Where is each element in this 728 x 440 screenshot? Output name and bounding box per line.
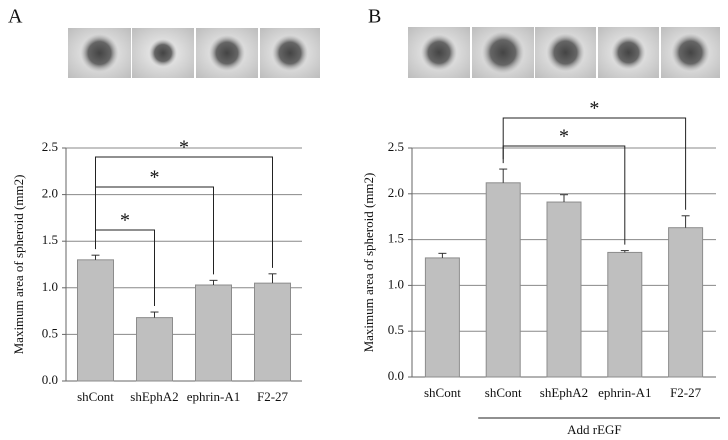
x-tick-label: F2-27 xyxy=(670,385,702,400)
spheroid xyxy=(482,31,524,74)
y-tick-label: 1.5 xyxy=(388,231,404,246)
spheroid xyxy=(611,35,646,70)
y-tick-label: 1.0 xyxy=(388,276,404,291)
x-tick-label: shCont xyxy=(77,389,114,404)
significance-star: * xyxy=(179,137,189,159)
spheroid xyxy=(149,39,177,67)
spheroid xyxy=(671,33,710,72)
y-axis-label: Maximum area of spheroid (mm2) xyxy=(11,175,26,355)
x-tick-label: ephrin-A1 xyxy=(598,385,651,400)
y-tick-label: 1.0 xyxy=(42,279,58,294)
bar xyxy=(607,251,643,378)
y-tick-label: 0.0 xyxy=(42,372,58,387)
spheroid xyxy=(209,35,245,71)
spheroid xyxy=(421,34,457,71)
significance-star: * xyxy=(120,210,130,232)
significance-star: * xyxy=(559,126,569,148)
significance-star: * xyxy=(150,167,160,189)
bar xyxy=(136,317,173,382)
y-tick-label: 2.0 xyxy=(388,185,404,200)
y-tick-label: 0.5 xyxy=(42,325,58,340)
y-tick-label: 2.0 xyxy=(42,186,58,201)
significance-bracket xyxy=(95,156,273,268)
x-tick-label: shCont xyxy=(424,385,461,400)
bar xyxy=(485,182,521,378)
bar xyxy=(546,201,582,378)
panel-label: A xyxy=(8,6,23,28)
significance-star: * xyxy=(589,98,599,120)
x-tick-label: shEphA2 xyxy=(540,385,588,400)
bar xyxy=(424,257,460,378)
spheroid xyxy=(546,33,585,72)
significance-bracket xyxy=(502,117,687,210)
spheroid xyxy=(80,34,119,72)
y-tick-label: 2.5 xyxy=(42,139,58,154)
bar xyxy=(668,227,704,378)
y-tick-label: 1.5 xyxy=(42,232,58,247)
x-tick-label: shEphA2 xyxy=(130,389,178,404)
spheroid-images xyxy=(68,27,720,78)
bar xyxy=(195,284,232,382)
x-tick-label: ephrin-A1 xyxy=(187,389,240,404)
spheroid xyxy=(272,35,308,71)
y-tick-label: 0.5 xyxy=(388,322,404,337)
x-tick-label: shCont xyxy=(485,385,522,400)
y-axis-label: Maximum area of spheroid (mm2) xyxy=(361,173,376,353)
x-tick-label: F2-27 xyxy=(257,389,289,404)
bar xyxy=(254,282,291,382)
panel-label: B xyxy=(368,6,381,28)
y-tick-label: 0.0 xyxy=(388,368,404,383)
group-label: Add rEGF xyxy=(567,422,622,437)
bar xyxy=(77,259,114,382)
y-tick-label: 2.5 xyxy=(388,139,404,154)
